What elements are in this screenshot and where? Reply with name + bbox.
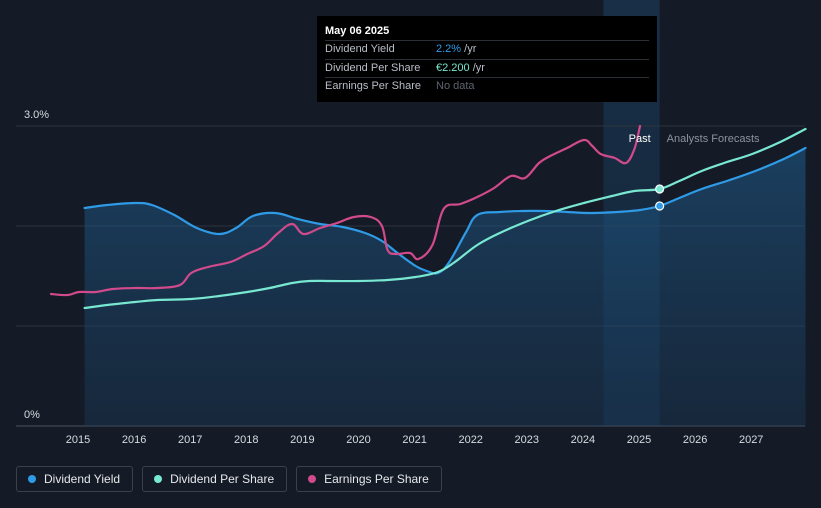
tooltip-value: No data [436,80,475,92]
tooltip-unit: /yr [461,43,477,55]
tooltip-value: 2.2% [436,43,462,55]
legend-item-dividend-yield[interactable]: Dividend Yield [16,466,134,492]
legend-item-dividend-per-share[interactable]: Dividend Per Share [142,466,288,492]
tooltip-row-dividend-yield: Dividend Yield 2.2% /yr [325,41,649,60]
x-tick-label: 2016 [122,434,146,446]
tooltip-row-dividend-per-share: Dividend Per Share €2.200 /yr [325,60,649,78]
x-tick-label: 2021 [402,434,426,446]
tooltip-value: €2.200 [436,61,470,74]
x-tick-label: 2026 [683,434,707,446]
marker-dividend-per-share [655,184,665,194]
x-tick-label: 2023 [515,434,539,446]
y-tick-label-bottom: 0% [24,409,40,421]
x-tick-label: 2017 [178,434,202,446]
marker-dividend-yield [655,201,665,211]
legend-dot-icon [28,475,36,483]
y-tick-label-top: 3.0% [24,109,49,121]
x-tick-label: 2020 [346,434,370,446]
past-label: Past [629,133,651,145]
tooltip-label: Dividend Per Share [325,61,421,74]
x-tick-label: 2027 [739,434,763,446]
x-tick-label: 2018 [234,434,258,446]
legend-dot-icon [154,475,163,483]
tooltip-unit: /yr [469,61,485,74]
tooltip-label: Earnings Per Share [325,80,421,92]
x-tick-label: 2025 [627,434,651,446]
legend-item-earnings-per-share[interactable]: Earnings Per Share [296,466,442,492]
legend-label: Dividend Per Share [170,472,275,486]
legend-dot-icon [308,475,317,483]
tooltip: May 06 2025 Dividend Yield 2.2% /yr Divi… [317,16,657,102]
line-earnings-per-share [49,124,642,297]
legend: Dividend Yield Dividend Per Share Earnin… [16,466,442,492]
tooltip-date: May 06 2025 [325,23,649,41]
area-dividend-yield [84,148,806,426]
x-tick-label: 2015 [66,434,90,446]
forecast-label: Analysts Forecasts [667,133,760,145]
legend-label: Dividend Yield [44,472,121,486]
legend-label: Earnings Per Share [324,472,429,486]
tooltip-row-earnings-per-share: Earnings Per Share No data [325,78,649,96]
line-dividend-per-share [83,127,807,310]
x-tick-label: 2024 [571,434,595,446]
tooltip-label: Dividend Yield [325,43,395,55]
x-tick-label: 2019 [290,434,314,446]
x-tick-label: 2022 [458,434,482,446]
